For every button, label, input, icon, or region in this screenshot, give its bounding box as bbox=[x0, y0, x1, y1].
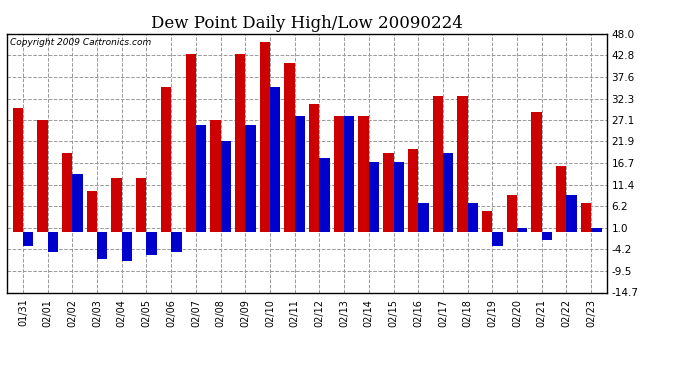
Text: Copyright 2009 Cartronics.com: Copyright 2009 Cartronics.com bbox=[10, 38, 151, 46]
Bar bbox=[171, 232, 181, 252]
Bar bbox=[531, 112, 542, 232]
Bar bbox=[591, 228, 602, 232]
Bar bbox=[62, 153, 72, 232]
Bar bbox=[408, 149, 418, 232]
Bar bbox=[309, 104, 319, 232]
Bar bbox=[87, 190, 97, 232]
Bar bbox=[482, 211, 493, 232]
Bar bbox=[136, 178, 146, 232]
Bar bbox=[121, 232, 132, 261]
Bar bbox=[566, 195, 577, 232]
Bar bbox=[433, 96, 443, 232]
Bar bbox=[196, 124, 206, 232]
Bar bbox=[344, 116, 355, 232]
Bar bbox=[48, 232, 58, 252]
Bar bbox=[37, 120, 48, 232]
Bar bbox=[210, 120, 221, 232]
Bar bbox=[284, 63, 295, 232]
Bar bbox=[146, 232, 157, 255]
Bar bbox=[245, 124, 256, 232]
Bar bbox=[295, 116, 305, 232]
Bar bbox=[517, 228, 527, 232]
Bar bbox=[393, 162, 404, 232]
Bar bbox=[542, 232, 552, 240]
Bar bbox=[334, 116, 344, 232]
Bar bbox=[270, 87, 280, 232]
Bar bbox=[235, 54, 245, 232]
Bar bbox=[369, 162, 380, 232]
Bar bbox=[468, 203, 478, 232]
Bar bbox=[443, 153, 453, 232]
Bar bbox=[23, 232, 33, 246]
Bar bbox=[72, 174, 83, 232]
Bar bbox=[556, 166, 566, 232]
Bar bbox=[259, 42, 270, 232]
Bar bbox=[383, 153, 393, 232]
Bar bbox=[97, 232, 108, 259]
Bar bbox=[506, 195, 517, 232]
Title: Dew Point Daily High/Low 20090224: Dew Point Daily High/Low 20090224 bbox=[151, 15, 463, 32]
Bar bbox=[457, 96, 468, 232]
Bar bbox=[581, 203, 591, 232]
Bar bbox=[221, 141, 231, 232]
Bar bbox=[161, 87, 171, 232]
Bar bbox=[111, 178, 121, 232]
Bar bbox=[418, 203, 428, 232]
Bar bbox=[358, 116, 369, 232]
Bar bbox=[12, 108, 23, 232]
Bar bbox=[186, 54, 196, 232]
Bar bbox=[493, 232, 503, 246]
Bar bbox=[319, 158, 330, 232]
